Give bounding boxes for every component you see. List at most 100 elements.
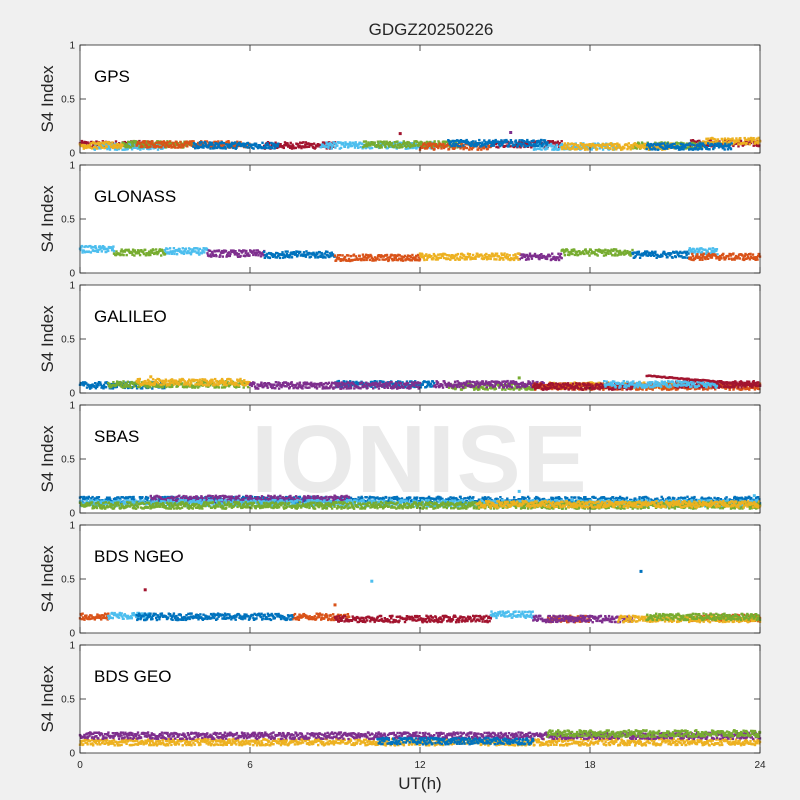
data-point	[735, 137, 738, 140]
data-point	[396, 258, 399, 262]
data-point	[304, 386, 307, 389]
data-point	[737, 140, 741, 143]
data-point	[706, 143, 710, 146]
data-point	[214, 386, 217, 389]
data-point	[574, 143, 577, 146]
series-4	[333, 252, 762, 263]
data-point	[201, 378, 204, 381]
data-point	[268, 256, 272, 260]
data-point	[748, 253, 751, 256]
data-point	[213, 384, 216, 387]
data-point	[300, 141, 304, 145]
data-point	[169, 144, 173, 147]
data-point	[365, 142, 368, 146]
data-point	[361, 253, 365, 256]
data-point	[557, 143, 560, 146]
data-point	[187, 247, 191, 250]
data-point	[501, 256, 504, 260]
data-point	[177, 383, 181, 386]
data-point	[143, 145, 146, 148]
data-point	[497, 255, 501, 258]
data-point	[200, 252, 203, 255]
data-point	[716, 141, 719, 144]
data-point	[210, 380, 214, 383]
data-point	[222, 251, 225, 254]
data-point	[277, 387, 281, 390]
data-point	[101, 140, 104, 143]
data-point	[748, 258, 752, 261]
data-point	[322, 141, 325, 144]
data-point	[241, 383, 245, 386]
data-point	[705, 137, 708, 140]
data-point	[297, 250, 300, 253]
data-point	[170, 380, 173, 383]
data-point	[288, 256, 291, 259]
data-point	[311, 383, 314, 386]
outlier-point	[509, 131, 513, 134]
data-point	[429, 382, 433, 386]
data-point	[130, 251, 134, 254]
data-point	[219, 144, 222, 147]
data-point	[351, 258, 354, 262]
data-point	[694, 148, 697, 151]
data-point	[519, 146, 522, 149]
data-point	[393, 141, 397, 144]
data-point	[503, 252, 506, 255]
data-point	[699, 145, 702, 148]
data-point	[175, 249, 178, 252]
data-point	[701, 258, 704, 261]
data-point	[301, 145, 304, 148]
data-point	[734, 256, 737, 259]
data-point	[334, 381, 337, 384]
data-point	[92, 246, 96, 249]
data-point	[127, 248, 130, 251]
data-point	[123, 140, 127, 144]
data-point	[549, 142, 553, 146]
data-point	[326, 145, 329, 148]
data-point	[512, 254, 515, 257]
data-point	[388, 384, 391, 387]
data-point	[294, 146, 297, 150]
data-point	[94, 382, 97, 385]
data-point	[569, 382, 573, 385]
data-point	[570, 248, 573, 252]
data-point	[162, 383, 166, 386]
data-point	[471, 142, 474, 146]
data-point	[584, 143, 587, 147]
data-point	[311, 143, 314, 146]
data-point	[364, 145, 367, 148]
data-point	[406, 254, 410, 257]
data-point	[708, 148, 711, 151]
data-point	[498, 386, 501, 389]
data-point	[170, 145, 174, 148]
data-point	[700, 147, 704, 151]
data-point	[459, 145, 462, 148]
data-point	[526, 144, 530, 148]
data-point	[338, 384, 341, 387]
data-point	[515, 386, 519, 389]
data-point	[507, 384, 510, 388]
data-point	[171, 385, 174, 388]
data-point	[649, 254, 653, 257]
data-point	[163, 141, 166, 144]
data-point	[200, 381, 204, 384]
data-point	[100, 246, 103, 249]
data-point	[121, 250, 125, 253]
data-point	[560, 256, 563, 260]
data-point	[133, 146, 136, 149]
data-point	[120, 385, 123, 388]
data-point	[82, 142, 85, 145]
data-point	[750, 140, 753, 143]
data-point	[360, 142, 364, 145]
data-point	[121, 382, 124, 385]
data-point	[112, 144, 115, 147]
data-point	[519, 142, 523, 146]
data-point	[369, 144, 372, 147]
data-point	[540, 253, 543, 256]
data-point	[117, 383, 120, 387]
data-point	[198, 378, 202, 381]
data-point	[399, 259, 403, 262]
data-point	[277, 381, 280, 384]
data-point	[421, 253, 424, 256]
